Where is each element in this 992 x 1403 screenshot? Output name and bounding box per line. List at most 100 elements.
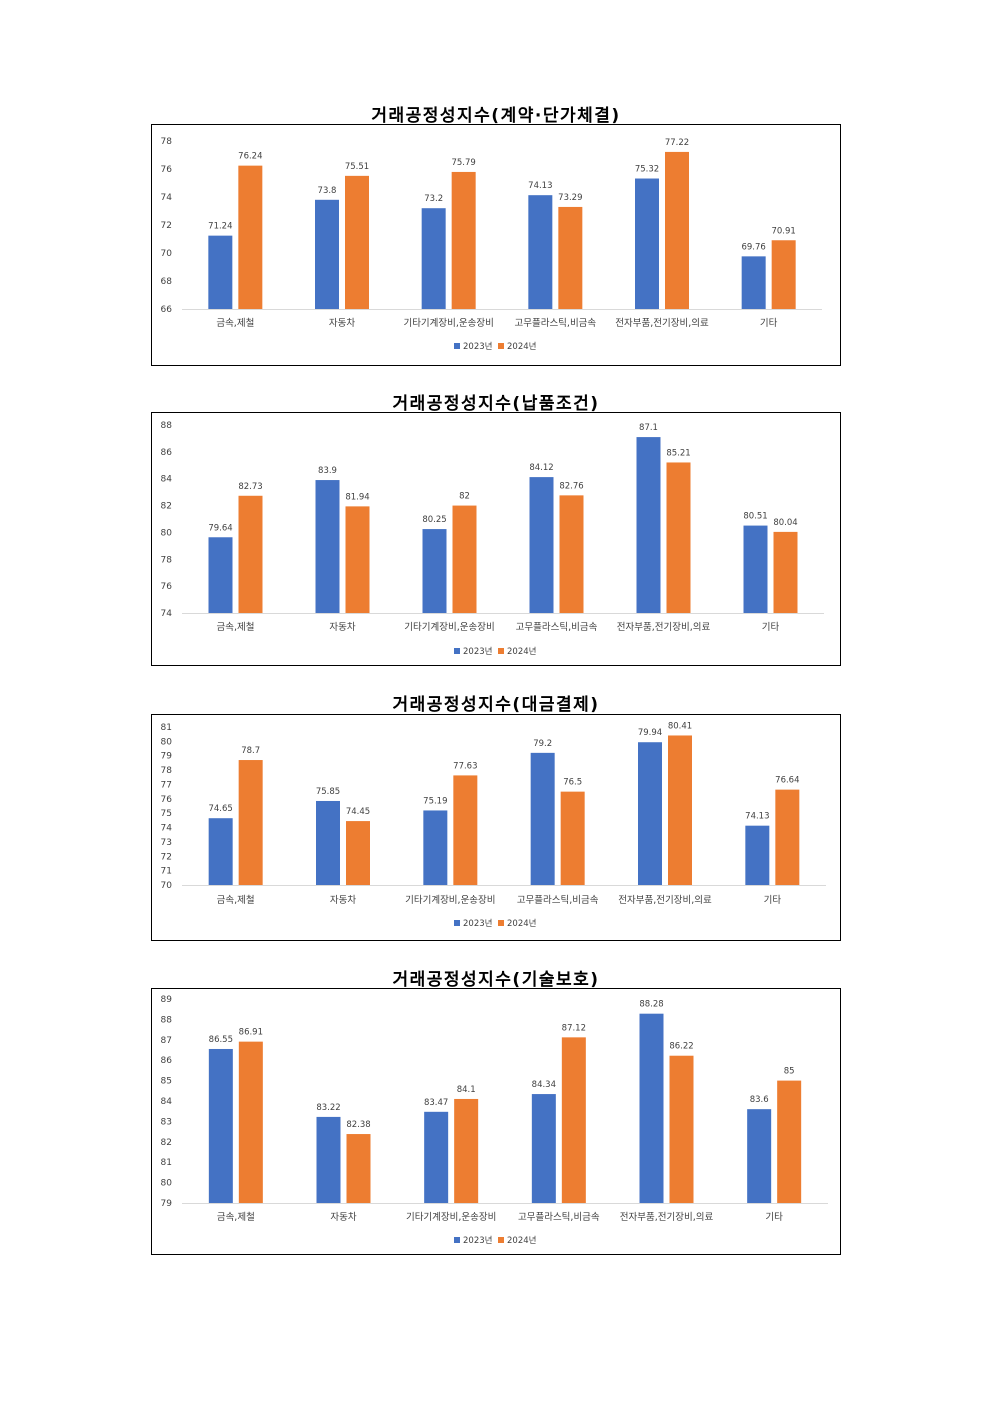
data-label: 75.19 <box>423 796 447 806</box>
data-label: 79.2 <box>533 739 552 749</box>
category-label: 고무플라스틱,비금속 <box>514 317 596 329</box>
data-label: 73.2 <box>424 194 443 204</box>
data-label: 86.91 <box>239 1028 263 1038</box>
bar-series-2 <box>773 531 798 613</box>
bar-series-2 <box>454 1098 479 1203</box>
category-label: 기타 <box>764 895 782 906</box>
data-label: 77.22 <box>665 138 689 148</box>
chart-title: 거래공정성지수(계약·단가체결) <box>371 106 621 126</box>
bar-series-2 <box>668 735 692 885</box>
bar-series-2 <box>559 495 584 613</box>
bar-series-2 <box>669 1055 694 1203</box>
data-label: 80.51 <box>743 512 767 522</box>
data-label: 80.25 <box>422 515 446 525</box>
y-tick-label: 74 <box>161 824 173 834</box>
y-tick-label: 79 <box>161 1199 173 1209</box>
legend-swatch <box>454 1237 460 1243</box>
y-tick-label: 84 <box>161 475 173 485</box>
y-tick-label: 72 <box>161 221 172 231</box>
legend-swatch <box>454 343 460 349</box>
bar-series-1 <box>530 752 555 885</box>
category-label: 전자부품,전기장비,의료 <box>620 1212 714 1223</box>
bar-series-1 <box>208 818 233 885</box>
data-label: 83.9 <box>318 466 337 476</box>
y-tick-label: 84 <box>161 1097 173 1107</box>
category-label: 금속,제철 <box>217 622 255 633</box>
category-label: 기타기계장비,운송장비 <box>406 1211 496 1223</box>
y-tick-label: 78 <box>161 555 173 565</box>
y-tick-label: 74 <box>161 609 173 619</box>
bar-series-2 <box>346 1134 371 1203</box>
data-label: 84.1 <box>457 1085 476 1095</box>
data-label: 74.45 <box>346 807 370 817</box>
data-label: 70.91 <box>771 226 795 236</box>
data-label: 74.13 <box>528 181 552 191</box>
bar-series-1 <box>208 235 233 309</box>
data-label: 75.85 <box>316 787 340 797</box>
bar-series-2 <box>238 165 263 309</box>
chart-title: 거래공정성지수(대금결제) <box>392 695 600 715</box>
y-tick-label: 77 <box>161 780 172 790</box>
bar-series-1 <box>424 1111 449 1203</box>
bar-series-1 <box>316 800 340 885</box>
bar-series-2 <box>775 789 800 885</box>
y-tick-label: 78 <box>161 137 173 147</box>
chart-payment: 70 71 72 73 74 75 76 77 78 79 80 81 74.65 78.7 금속,제철 75… <box>151 714 841 941</box>
bar-series-1 <box>745 825 770 885</box>
legend-label: 2023년 <box>463 1235 492 1246</box>
bar-series-1 <box>639 1013 664 1203</box>
bar-series-2 <box>346 821 370 885</box>
bar-series-2 <box>665 151 689 309</box>
legend-label: 2023년 <box>463 341 492 352</box>
bar-series-1 <box>636 437 661 613</box>
data-label: 75.79 <box>451 158 475 168</box>
chart-tech-protection: 79 80 81 82 83 84 85 86 87 88 89 86.55 86.91 금속,제철 83.… <box>151 988 841 1255</box>
chart-delivery-conditions: 74 76 78 80 82 84 86 88 79.64 82.73 금속,제철 83.9 81.94… <box>151 412 841 666</box>
bar-series-2 <box>238 1041 263 1203</box>
y-tick-label: 83 <box>161 1117 172 1127</box>
bar-series-2 <box>560 791 585 885</box>
category-label: 기타기계장비,운송장비 <box>405 894 495 906</box>
legend-label: 2024년 <box>507 341 536 352</box>
y-tick-label: 80 <box>161 737 173 747</box>
y-tick-label: 68 <box>161 277 173 287</box>
data-label: 77.63 <box>453 761 477 771</box>
category-label: 기타 <box>760 318 778 329</box>
data-label: 87.12 <box>562 1023 586 1033</box>
data-label: 83.47 <box>424 1098 448 1108</box>
bar-series-2 <box>777 1080 802 1203</box>
data-label: 81.94 <box>345 492 369 502</box>
legend-label: 2023년 <box>463 646 492 657</box>
category-label: 기타기계장비,운송장비 <box>403 317 493 329</box>
bar-series-2 <box>452 505 477 613</box>
y-tick-label: 86 <box>161 448 173 458</box>
bar-series-2 <box>666 462 691 613</box>
legend-swatch <box>454 648 460 654</box>
chart-svg: 79 80 81 82 83 84 85 86 87 88 89 86.55 86.91 금속,제철 83.… <box>161 995 828 1246</box>
y-tick-label: 81 <box>161 1158 172 1168</box>
y-tick-label: 82 <box>161 1138 172 1148</box>
y-tick-label: 88 <box>161 1015 173 1025</box>
data-label: 73.29 <box>558 193 582 203</box>
data-label: 88.28 <box>639 1000 663 1010</box>
bar-series-2 <box>345 506 370 613</box>
bar-series-1 <box>421 208 446 309</box>
category-label: 자동차 <box>330 1211 356 1223</box>
legend-label: 2023년 <box>463 918 492 929</box>
bar-series-1 <box>638 742 662 885</box>
bar-series-2 <box>451 171 476 309</box>
data-label: 84.34 <box>532 1080 556 1090</box>
y-tick-label: 76 <box>161 165 173 175</box>
bar-series-1 <box>316 1116 341 1203</box>
bar-series-1 <box>635 178 659 309</box>
bar-series-1 <box>315 480 340 613</box>
y-tick-label: 66 <box>161 305 173 315</box>
data-label: 83.6 <box>750 1095 769 1105</box>
legend-label: 2024년 <box>507 646 536 657</box>
data-label: 76.5 <box>563 778 582 788</box>
data-label: 76.64 <box>775 776 799 786</box>
y-tick-label: 89 <box>161 995 173 1005</box>
y-tick-label: 75 <box>161 809 172 819</box>
data-label: 79.94 <box>638 728 662 738</box>
y-tick-label: 88 <box>161 421 173 431</box>
